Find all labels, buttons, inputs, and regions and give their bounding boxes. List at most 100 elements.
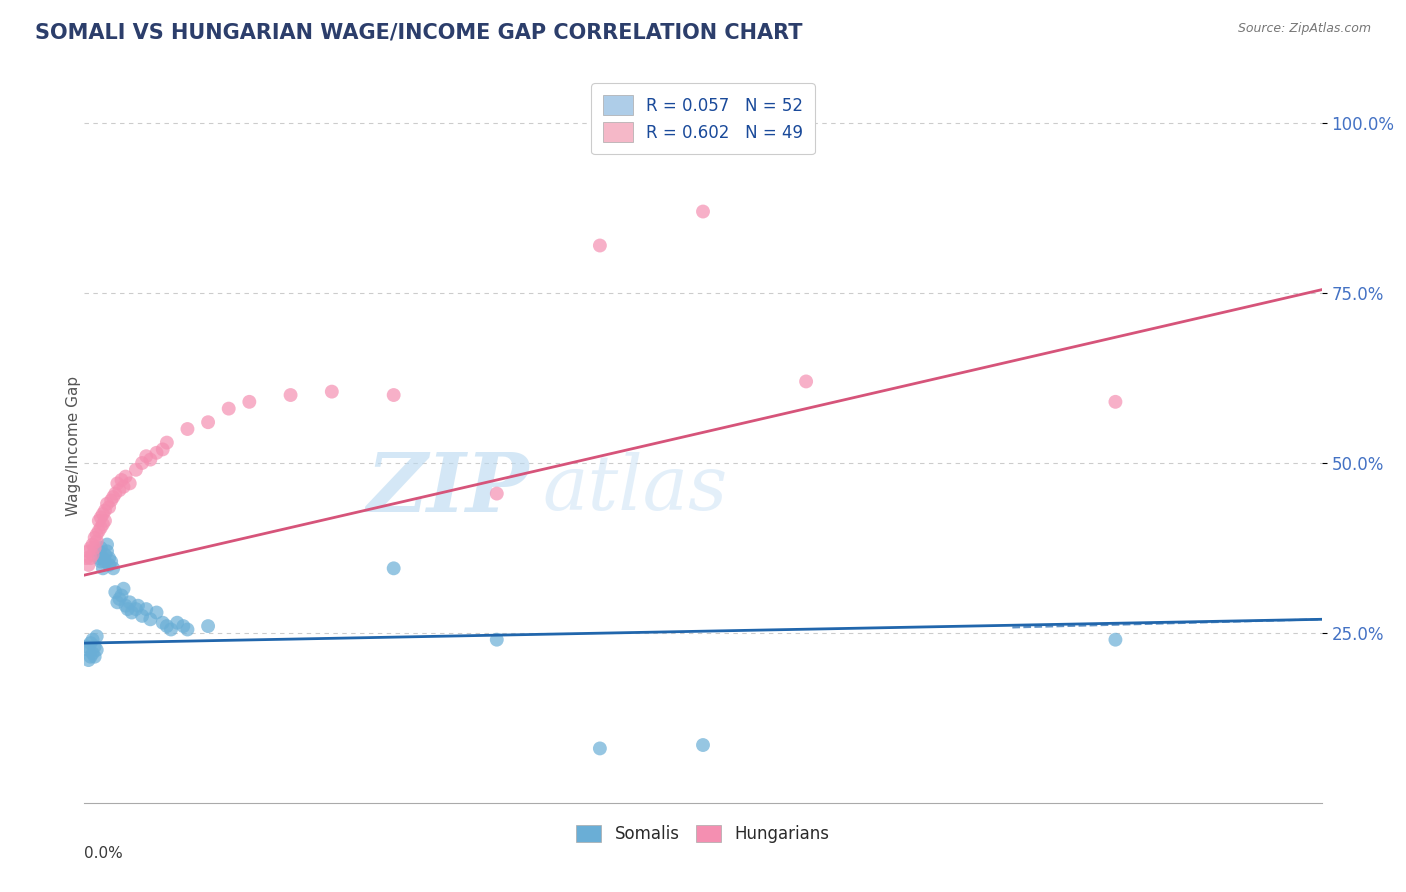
Point	[110, 589, 132, 603]
Point	[91, 561, 114, 575]
Point	[82, 646, 104, 660]
Point	[90, 541, 112, 555]
Point	[86, 629, 108, 643]
Point	[125, 463, 148, 477]
Point	[98, 551, 121, 566]
Point	[485, 486, 508, 500]
Point	[121, 606, 143, 620]
Point	[218, 401, 240, 416]
Point	[131, 608, 153, 623]
Point	[79, 551, 101, 566]
Point	[485, 632, 508, 647]
Point	[104, 585, 127, 599]
Point	[77, 544, 100, 558]
Point	[87, 514, 110, 528]
Point	[90, 555, 112, 569]
Point	[103, 561, 125, 575]
Point	[176, 422, 198, 436]
Point	[114, 469, 136, 483]
Point	[82, 548, 104, 562]
Point	[1104, 632, 1126, 647]
Point	[238, 394, 260, 409]
Point	[156, 619, 179, 633]
Point	[75, 551, 97, 566]
Point	[77, 653, 100, 667]
Point	[114, 599, 136, 613]
Point	[125, 602, 148, 616]
Point	[83, 640, 105, 654]
Point	[131, 456, 153, 470]
Point	[118, 595, 141, 609]
Point	[135, 449, 157, 463]
Point	[139, 452, 162, 467]
Point	[105, 476, 128, 491]
Point	[79, 636, 101, 650]
Text: 0.0%: 0.0%	[84, 846, 124, 861]
Point	[83, 531, 105, 545]
Point	[103, 490, 125, 504]
Point	[87, 551, 110, 566]
Text: Source: ZipAtlas.com: Source: ZipAtlas.com	[1237, 22, 1371, 36]
Point	[91, 507, 114, 521]
Point	[117, 602, 139, 616]
Point	[79, 649, 101, 664]
Point	[280, 388, 302, 402]
Point	[98, 500, 121, 515]
Point	[108, 483, 131, 498]
Point	[794, 375, 817, 389]
Point	[589, 741, 612, 756]
Point	[152, 615, 174, 630]
Point	[83, 541, 105, 555]
Point	[139, 612, 162, 626]
Text: ZIP: ZIP	[367, 449, 530, 529]
Point	[127, 599, 149, 613]
Point	[86, 643, 108, 657]
Point	[96, 537, 118, 551]
Point	[96, 497, 118, 511]
Point	[94, 503, 117, 517]
Point	[83, 649, 105, 664]
Point	[321, 384, 343, 399]
Point	[160, 623, 183, 637]
Point	[145, 446, 167, 460]
Point	[87, 544, 110, 558]
Point	[382, 388, 405, 402]
Point	[100, 493, 122, 508]
Y-axis label: Wage/Income Gap: Wage/Income Gap	[66, 376, 80, 516]
Point	[100, 555, 122, 569]
Point	[90, 510, 112, 524]
Text: SOMALI VS HUNGARIAN WAGE/INCOME GAP CORRELATION CHART: SOMALI VS HUNGARIAN WAGE/INCOME GAP CORR…	[35, 22, 803, 42]
Point	[166, 615, 188, 630]
Point	[118, 476, 141, 491]
Point	[112, 480, 135, 494]
Point	[86, 527, 108, 541]
Point	[112, 582, 135, 596]
Point	[94, 555, 117, 569]
Point	[152, 442, 174, 457]
Point	[176, 623, 198, 637]
Point	[105, 595, 128, 609]
Point	[197, 415, 219, 429]
Text: atlas: atlas	[543, 452, 727, 525]
Point	[94, 514, 117, 528]
Point	[94, 548, 117, 562]
Point	[145, 606, 167, 620]
Point	[1104, 394, 1126, 409]
Point	[172, 619, 194, 633]
Point	[692, 738, 714, 752]
Point	[90, 520, 112, 534]
Point	[87, 524, 110, 538]
Point	[382, 561, 405, 575]
Point	[98, 558, 121, 572]
Point	[197, 619, 219, 633]
Point	[82, 537, 104, 551]
Point	[104, 486, 127, 500]
Point	[91, 517, 114, 532]
Point	[692, 204, 714, 219]
Point	[82, 632, 104, 647]
Point	[86, 534, 108, 549]
Point	[91, 551, 114, 566]
Point	[135, 602, 157, 616]
Point	[77, 643, 100, 657]
Point	[96, 544, 118, 558]
